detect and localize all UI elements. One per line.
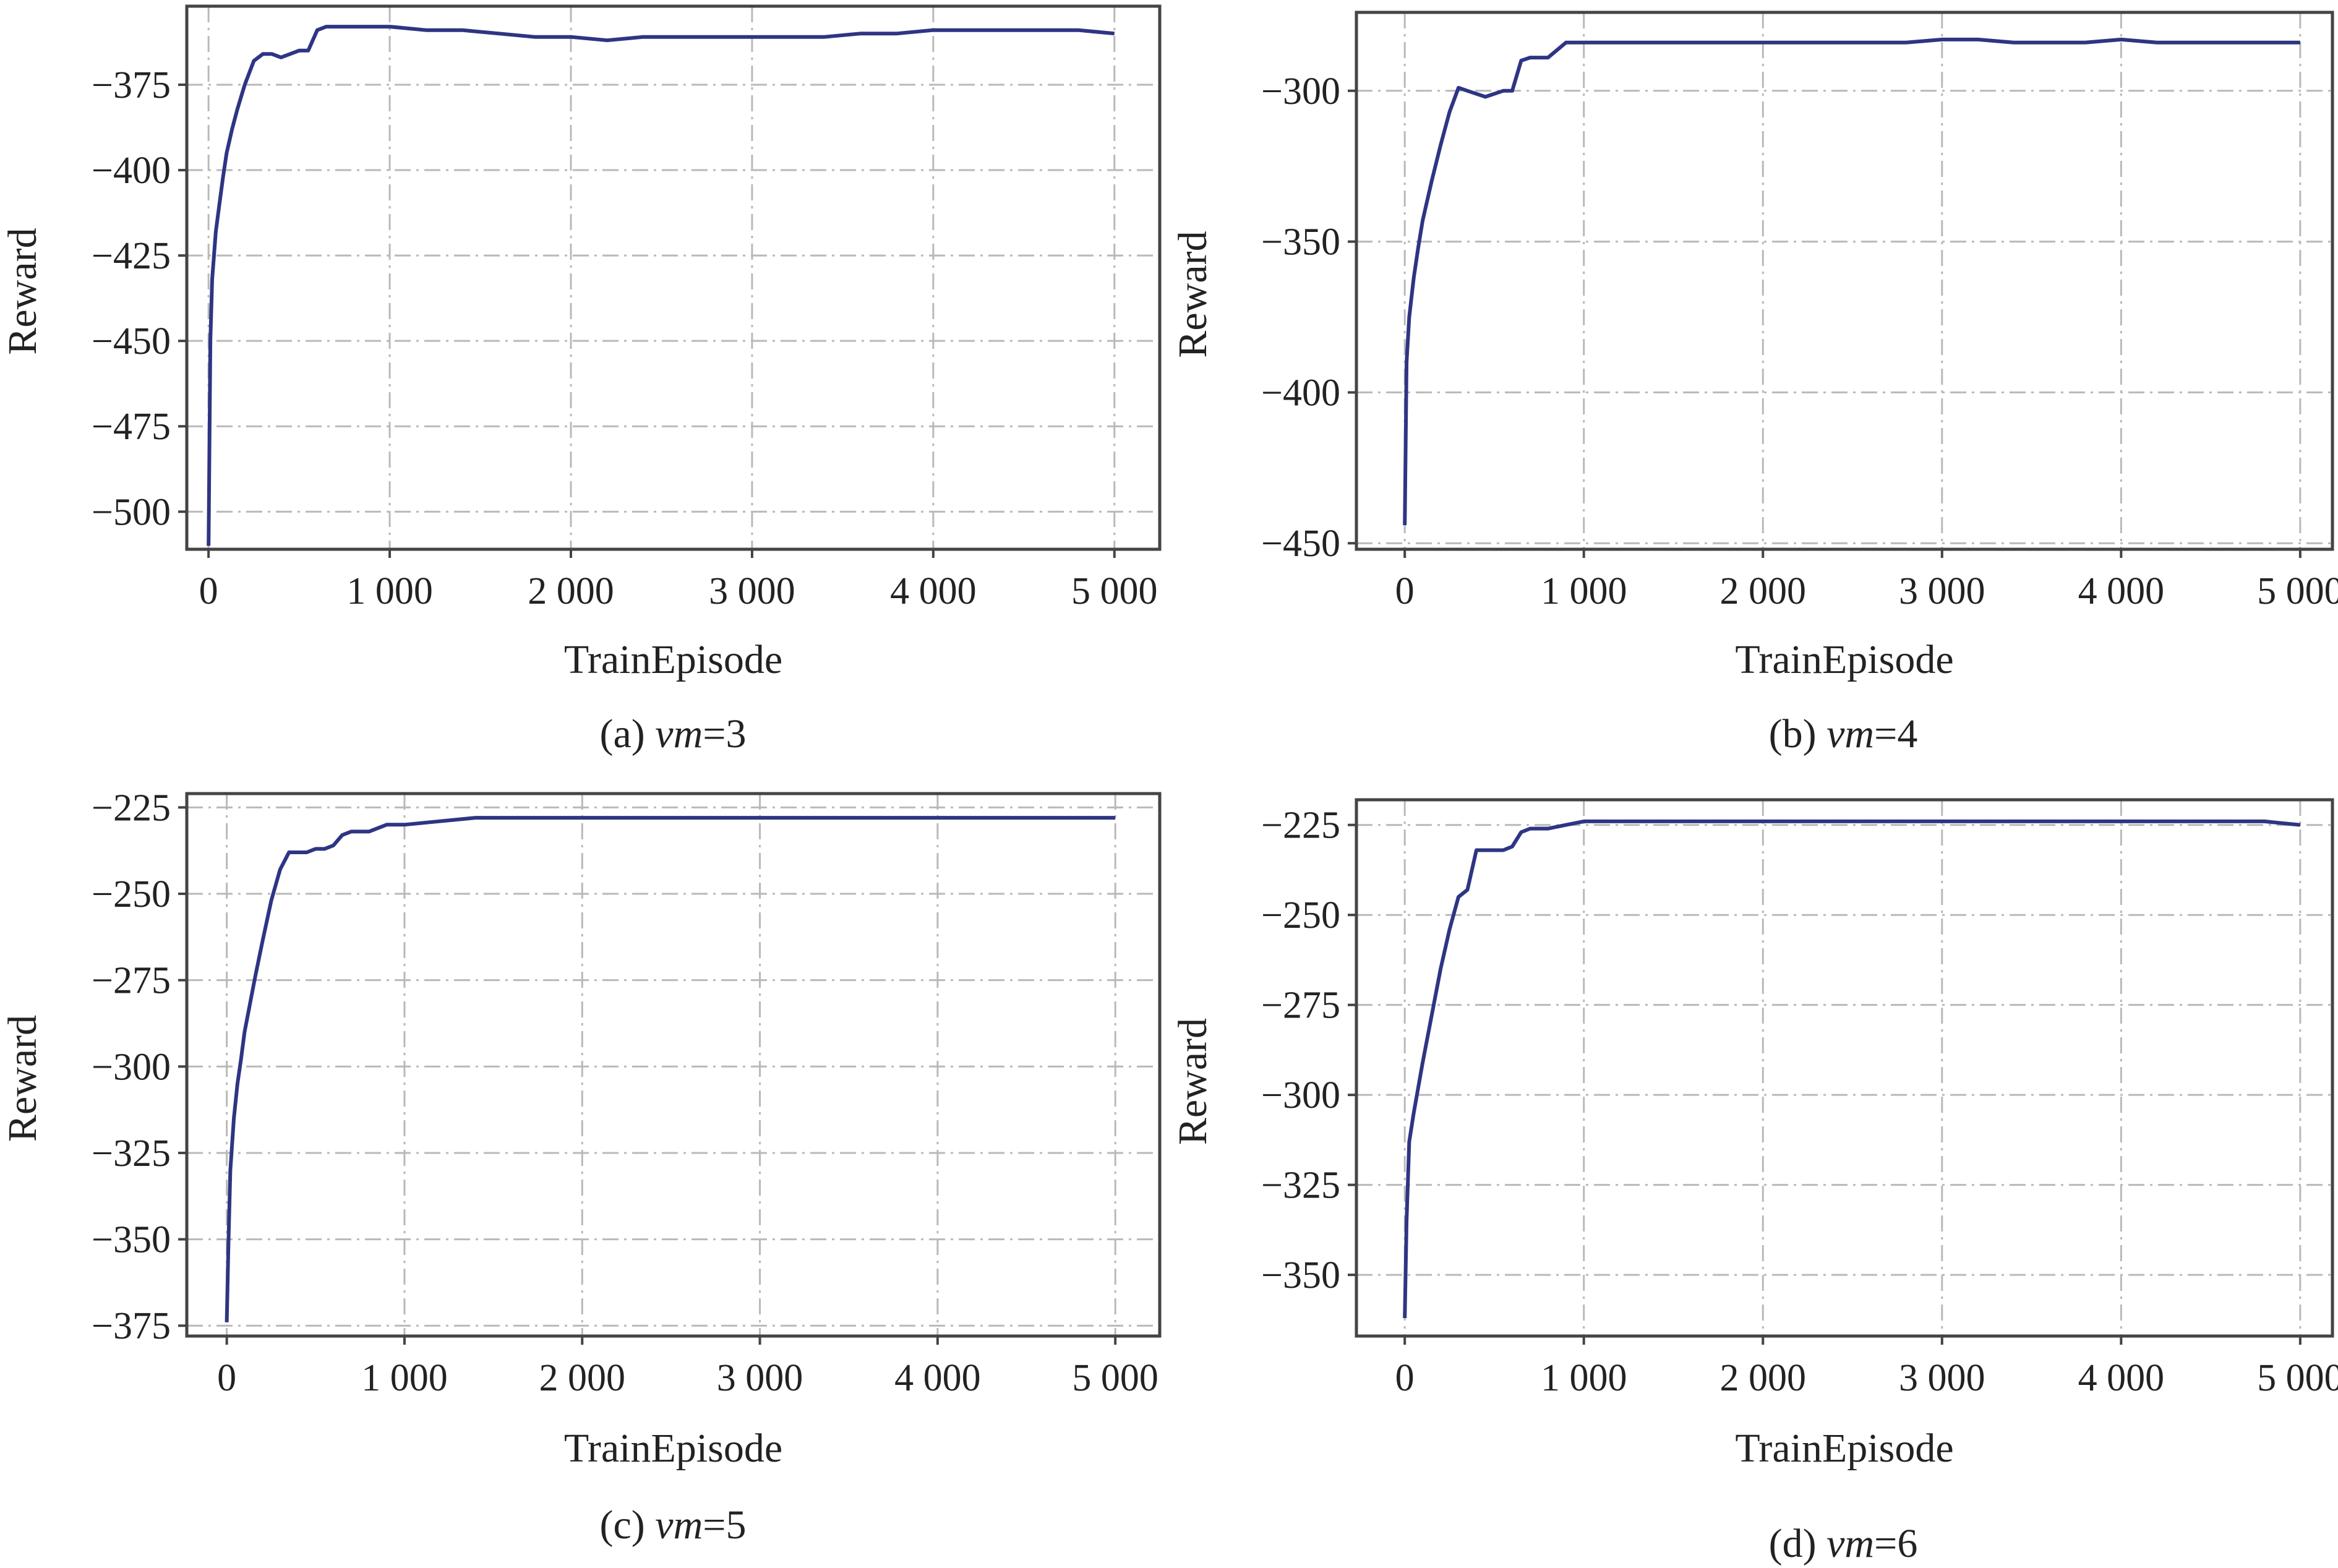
x-tick-label: 2 000 xyxy=(539,1357,626,1399)
y-tick-label: −300 xyxy=(1261,1074,1340,1116)
y-axis-label: Reward xyxy=(1170,1018,1215,1145)
x-tick-label: 5 000 xyxy=(2257,1357,2338,1399)
y-axis-label: Reward xyxy=(0,1015,45,1142)
x-tick-label: 4 000 xyxy=(890,570,977,612)
y-tick-label: −350 xyxy=(1261,1254,1340,1296)
x-tick-label: 2 000 xyxy=(1720,1357,1807,1399)
x-axis-label: TrainEpisode xyxy=(1735,637,1953,682)
x-tick-label: 4 000 xyxy=(2078,1357,2165,1399)
x-tick-label: 1 000 xyxy=(361,1357,448,1399)
y-tick-label: −400 xyxy=(1261,372,1340,414)
x-axis-label: TrainEpisode xyxy=(564,1426,782,1471)
x-tick-label: 3 000 xyxy=(709,570,795,612)
reward-line xyxy=(225,816,1116,1322)
y-tick-label: −250 xyxy=(92,873,171,915)
y-tick-label: −400 xyxy=(92,150,171,192)
chart-panel-4: 0 1 000 2 000 3 000 4 000 5 000 −225 −250 −275 −3… xyxy=(1170,798,2338,1566)
x-tick-label: 4 000 xyxy=(894,1357,981,1399)
x-tick-label: 2 000 xyxy=(1720,570,1807,612)
x-tick-label: 4 000 xyxy=(2078,570,2165,612)
x-tick-label: 3 000 xyxy=(1899,570,1985,612)
subfigure-caption: (d) vm=6 xyxy=(1769,1521,1918,1566)
y-tick-label: −325 xyxy=(1261,1165,1340,1207)
x-tick-label: 0 xyxy=(1395,570,1415,612)
x-axis-label: TrainEpisode xyxy=(564,637,782,682)
y-tick-label: −350 xyxy=(1261,221,1340,263)
chart-panel-1: 0 1 000 2 000 3 000 4 000 5 000 −375 −400 −425 −4… xyxy=(0,4,1162,756)
x-axis-label: TrainEpisode xyxy=(1735,1426,1953,1471)
y-tick-label: −375 xyxy=(92,1305,171,1347)
reward-line xyxy=(1403,819,2301,1318)
y-tick-label: −450 xyxy=(92,320,171,362)
x-tick-label: 2 000 xyxy=(528,570,614,612)
x-tick-label: 1 000 xyxy=(346,570,433,612)
y-tick-label: −300 xyxy=(1261,71,1340,113)
x-tick-label: 0 xyxy=(1395,1357,1415,1399)
plot-frame xyxy=(1355,11,2334,551)
y-tick-label: −325 xyxy=(92,1133,171,1175)
y-tick-label: −225 xyxy=(1261,805,1340,847)
reward-line xyxy=(1403,37,2300,526)
x-tick-label: 1 000 xyxy=(1541,1357,1627,1399)
plot-frame xyxy=(185,4,1162,551)
y-tick-label: −275 xyxy=(1261,985,1340,1027)
x-tick-label: 3 000 xyxy=(717,1357,803,1399)
plot-frame xyxy=(1355,798,2334,1338)
subfigure-caption: (a) vm=3 xyxy=(600,711,747,756)
x-tick-label: 5 000 xyxy=(1072,1357,1158,1399)
chart-panel-3: 0 1 000 2 000 3 000 4 000 5 000 −225 −250 −275 −3… xyxy=(0,787,1162,1548)
y-tick-label: −275 xyxy=(92,960,171,1002)
x-tick-label: 5 000 xyxy=(2257,570,2338,612)
subfigure-caption: (b) vm=4 xyxy=(1769,711,1918,756)
y-axis-label: Reward xyxy=(0,228,45,354)
chart-panel-2: 0 1 000 2 000 3 000 4 000 5 000 −300 −350 −400 −4… xyxy=(1170,11,2338,756)
y-tick-label: −425 xyxy=(92,235,171,277)
x-tick-label: 0 xyxy=(217,1357,236,1399)
y-tick-label: −225 xyxy=(92,787,171,829)
y-tick-label: −450 xyxy=(1261,523,1340,565)
y-tick-label: −475 xyxy=(92,406,171,448)
x-tick-label: 1 000 xyxy=(1541,570,1627,612)
x-tick-label: 5 000 xyxy=(1071,570,1158,612)
plot-frame xyxy=(185,792,1162,1338)
y-tick-label: −500 xyxy=(92,491,171,533)
x-tick-label: 0 xyxy=(199,570,218,612)
subfigure-caption: (c) vm=5 xyxy=(600,1502,747,1548)
x-tick-label: 3 000 xyxy=(1899,1357,1985,1399)
y-axis-label: Reward xyxy=(1170,231,1215,358)
y-tick-label: −250 xyxy=(1261,894,1340,936)
y-tick-label: −350 xyxy=(92,1219,171,1261)
y-tick-label: −375 xyxy=(92,64,171,106)
reward-line xyxy=(207,25,1115,546)
y-tick-label: −300 xyxy=(92,1046,171,1088)
